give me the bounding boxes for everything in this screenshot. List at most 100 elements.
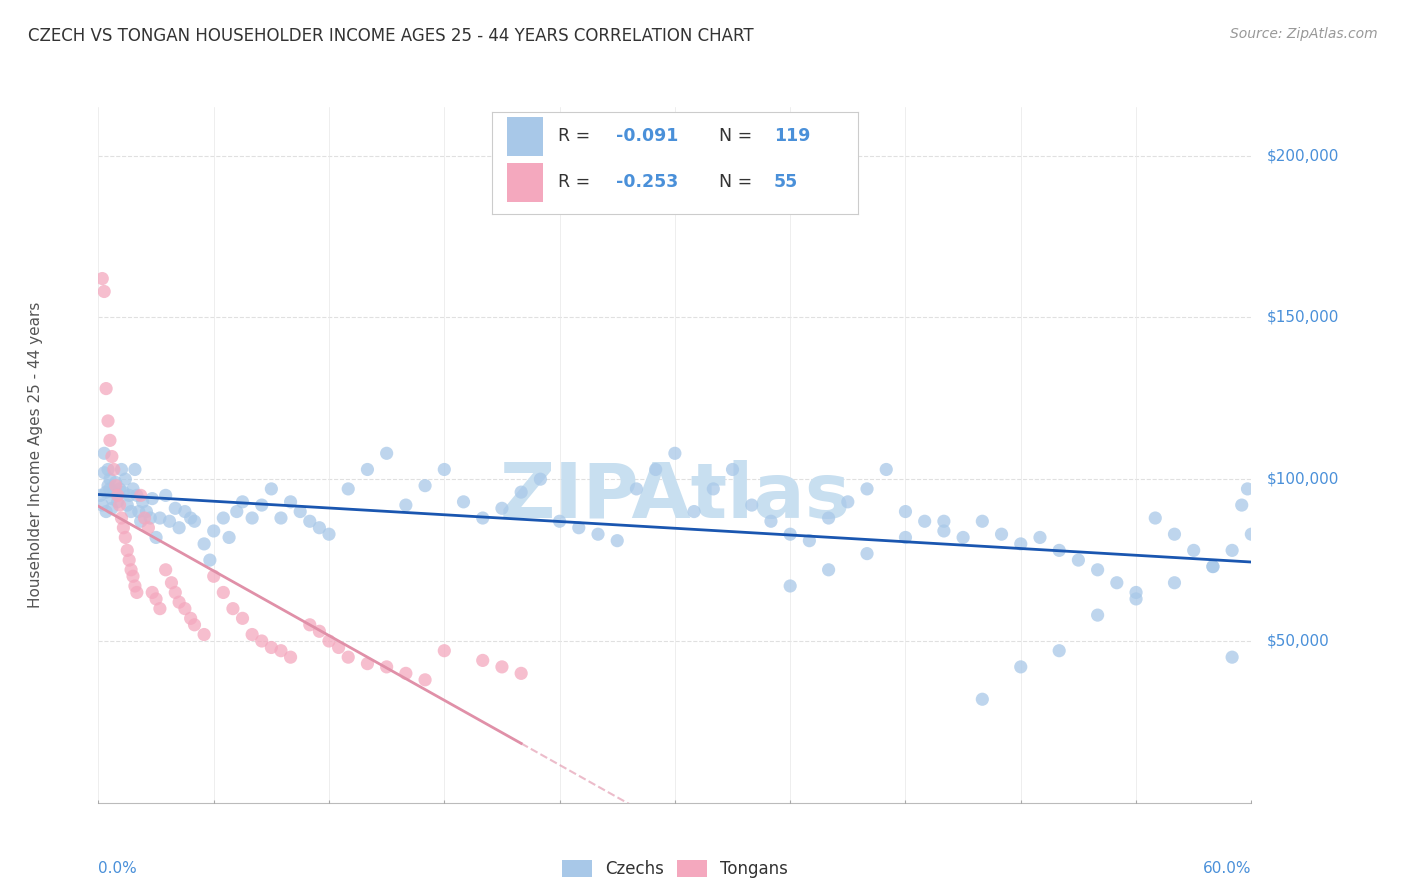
Point [290, 504, 312, 518]
Point [94, 382, 117, 396]
Point [453, 495, 475, 509]
Text: CZECH VS TONGAN HOUSEHOLDER INCOME AGES 25 - 44 YEARS CORRELATION CHART: CZECH VS TONGAN HOUSEHOLDER INCOME AGES … [28, 27, 754, 45]
Point [586, 527, 609, 541]
Point [89, 488, 111, 502]
Point [837, 495, 859, 509]
Text: $50,000: $50,000 [1267, 633, 1330, 648]
Point [93, 466, 115, 480]
Point [124, 462, 146, 476]
Text: $150,000: $150,000 [1267, 310, 1339, 325]
Point [395, 498, 418, 512]
Point [125, 585, 148, 599]
Point [93, 446, 115, 460]
Point [337, 650, 360, 665]
Point [328, 640, 350, 655]
Point [721, 462, 744, 476]
Point [250, 634, 273, 648]
Point [114, 472, 136, 486]
Point [112, 485, 135, 500]
Point [120, 563, 142, 577]
Point [122, 569, 145, 583]
Point [990, 527, 1012, 541]
Point [91, 271, 114, 285]
Point [93, 285, 115, 299]
Point [395, 666, 418, 681]
Point [183, 617, 205, 632]
Point [165, 501, 187, 516]
Point [1220, 543, 1243, 558]
Point [337, 482, 360, 496]
Point [174, 601, 197, 615]
Point [118, 488, 141, 502]
Point [97, 478, 120, 492]
Point [231, 495, 254, 509]
Point [129, 514, 152, 528]
Text: -0.091: -0.091 [616, 128, 679, 145]
Point [548, 514, 571, 528]
Text: R =: R = [558, 173, 596, 191]
Point [155, 488, 177, 502]
Point [1047, 643, 1070, 657]
Point [114, 531, 136, 545]
Point [644, 462, 666, 476]
Point [128, 504, 150, 518]
Point [318, 634, 340, 648]
Point [1010, 537, 1032, 551]
Point [356, 462, 378, 476]
Text: $100,000: $100,000 [1267, 472, 1339, 487]
Point [98, 434, 121, 448]
Text: R =: R = [558, 128, 596, 145]
Point [270, 511, 292, 525]
Point [413, 478, 436, 492]
Point [972, 692, 994, 706]
Point [280, 495, 302, 509]
Point [952, 531, 974, 545]
Point [894, 504, 917, 518]
Text: 119: 119 [773, 128, 810, 145]
Point [180, 611, 202, 625]
Point [218, 531, 240, 545]
Point [139, 511, 162, 525]
Point [779, 579, 801, 593]
Point [159, 514, 181, 528]
Point [225, 504, 247, 518]
Point [972, 514, 994, 528]
Point [260, 640, 283, 655]
Point [799, 533, 821, 548]
Point [298, 617, 321, 632]
Point [471, 511, 494, 525]
Point [222, 601, 245, 615]
Point [375, 660, 398, 674]
Point [101, 501, 124, 516]
Point [108, 482, 131, 496]
Point [97, 414, 120, 428]
Point [308, 624, 330, 639]
Point [741, 498, 763, 512]
Point [183, 514, 205, 528]
Point [308, 521, 330, 535]
Point [270, 643, 292, 657]
Point [875, 462, 897, 476]
Point [212, 585, 235, 599]
Point [193, 537, 215, 551]
Point [626, 482, 648, 496]
Point [104, 478, 127, 492]
Point [193, 627, 215, 641]
Point [134, 511, 156, 525]
Point [510, 666, 533, 681]
Point [202, 524, 225, 538]
Text: N =: N = [718, 128, 758, 145]
Point [98, 472, 121, 486]
Point [1202, 559, 1225, 574]
Point [1240, 527, 1263, 541]
Point [125, 488, 148, 502]
Point [932, 524, 955, 538]
Point [1087, 608, 1109, 623]
Point [1125, 585, 1147, 599]
Point [155, 563, 177, 577]
Text: -0.253: -0.253 [616, 173, 679, 191]
Point [149, 511, 172, 525]
Point [141, 491, 163, 506]
Point [180, 511, 202, 525]
Point [1182, 543, 1205, 558]
